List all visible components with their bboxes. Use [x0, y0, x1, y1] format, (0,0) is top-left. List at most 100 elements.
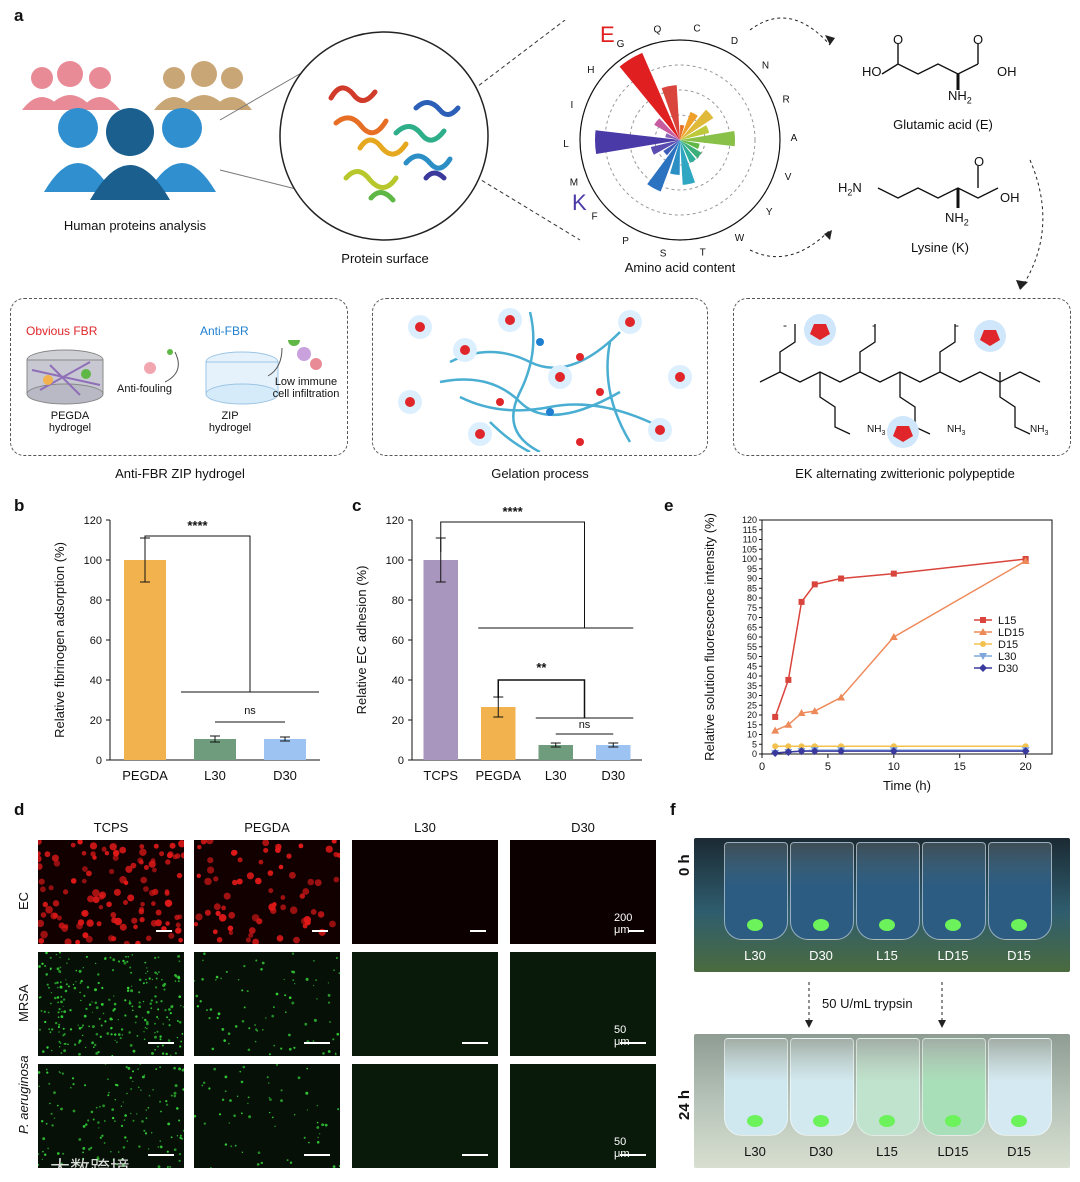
data-point-D30 — [837, 747, 846, 756]
panel-letter-c: c — [352, 496, 362, 515]
y-tick-label: 80 — [392, 595, 404, 607]
sig-bracket — [497, 679, 586, 718]
x-tick-label: TCPS — [423, 768, 458, 783]
y-tick-label: 75 — [747, 603, 757, 613]
vial-label: D30 — [809, 948, 833, 963]
micro-col-d30: D30 — [571, 820, 595, 835]
vial-label: D15 — [1007, 948, 1031, 963]
data-point-D30 — [1021, 747, 1030, 756]
chart-b-fibrinogen: 0 20 40 60 80 100 120 Relative fibrinogen adsor… — [52, 515, 320, 783]
gel-pellet — [747, 1115, 763, 1127]
y-tick-label: 60 — [392, 635, 404, 647]
data-point-L15 — [772, 713, 779, 720]
y-tick-label: 10 — [747, 730, 757, 740]
gel-pellet — [813, 1115, 829, 1127]
micrograph-mrsa-tcps — [38, 952, 184, 1056]
rose-petal — [663, 140, 680, 156]
protein-structure-image — [279, 31, 489, 241]
y-tick-label: 0 — [752, 749, 757, 759]
y-tick-label: 55 — [747, 642, 757, 652]
y-tick-label: 100 — [742, 554, 757, 564]
rose-letter: N — [762, 61, 769, 72]
nh3-1: NH3 — [867, 424, 886, 437]
bar — [264, 739, 306, 760]
rose-letter: W — [735, 233, 745, 244]
micrograph-mrsa-l30 — [352, 952, 498, 1056]
micro-col-pegda: PEGDA — [244, 820, 290, 835]
panel-letter-e: e — [664, 496, 674, 515]
sig-label: **** — [187, 518, 208, 533]
micrograph-paeruginosa-pegda — [194, 1064, 340, 1168]
nh3-2: NH3 — [947, 424, 966, 437]
people-icon — [22, 61, 252, 200]
t24-label: 24 h — [676, 1089, 693, 1120]
connector-lines — [219, 20, 581, 241]
lys-h2n: H2N — [838, 180, 862, 198]
rose-letter: P — [622, 236, 629, 247]
data-point-LD15 — [837, 693, 846, 701]
x-tick-label: D30 — [273, 768, 297, 783]
y-tick-label: 80 — [90, 595, 102, 607]
micro-row-paeruginosa: P. aeruginosa — [16, 1055, 31, 1134]
x-axis-label: Time (h) — [883, 778, 931, 793]
sig-label: **** — [503, 504, 524, 519]
y-tick-label: 60 — [747, 632, 757, 642]
x-tick-label: PEGDA — [122, 768, 168, 783]
micrograph-paeruginosa-l30 — [352, 1064, 498, 1168]
vial-d30-0h — [790, 842, 854, 940]
gel-pellet — [747, 919, 763, 931]
lysine-caption: Lysine (K) — [910, 240, 970, 255]
rose-petal — [647, 140, 680, 192]
rose-letter: V — [785, 172, 792, 183]
glu-o2: O — [973, 32, 984, 47]
legend-marker — [980, 617, 986, 623]
scale-bar — [462, 1042, 488, 1044]
x-tick-label: L30 — [204, 768, 226, 783]
vial-label: LD15 — [937, 948, 969, 963]
scale-bar — [620, 1042, 646, 1044]
legend-label: LD15 — [998, 627, 1024, 639]
y-tick-label: 120 — [386, 515, 404, 527]
rose-letter: A — [791, 133, 798, 144]
gel-pellet — [1011, 1115, 1027, 1127]
y-tick-label: 25 — [747, 700, 757, 710]
y-tick-label: 120 — [84, 515, 102, 527]
protein-surface-caption: Protein surface — [341, 251, 429, 266]
legend-marker — [979, 664, 987, 672]
data-point-LD15 — [889, 633, 898, 640]
sig-bracket — [440, 521, 585, 628]
trypsin-arrows — [805, 982, 946, 1028]
scale-bar — [148, 1154, 174, 1156]
y-axis-label: Relative solution fluorescence intensity… — [702, 513, 717, 761]
legend-marker — [980, 641, 986, 647]
scale-bar — [304, 1154, 330, 1156]
rose-letter: R — [782, 94, 789, 105]
y-tick-label: 40 — [392, 675, 404, 687]
y-tick-label: 80 — [747, 593, 757, 603]
y-tick-label: 105 — [742, 544, 757, 554]
y-tick-label: 70 — [747, 613, 757, 623]
pegda-hydrogel-label: PEGDA hydrogel — [48, 410, 92, 434]
y-tick-label: 50 — [747, 652, 757, 662]
scale-bar — [470, 930, 486, 932]
anti-fbr-label: Anti-FBR — [200, 324, 249, 338]
vial-d30-24h — [790, 1038, 854, 1136]
rose-letter: I — [571, 100, 574, 111]
minus-3: - — [955, 318, 959, 332]
bar — [423, 560, 458, 760]
data-point-D15 — [798, 743, 805, 750]
rose-petal — [650, 140, 680, 155]
bar — [194, 739, 236, 760]
vial-label: LD15 — [937, 1144, 969, 1159]
y-tick-label: 110 — [743, 535, 757, 545]
y-tick-label: 40 — [747, 671, 757, 681]
anti-fbr-box — [10, 298, 348, 456]
rose-outer-ring — [579, 39, 781, 241]
zip-hydrogel-label: ZIP hydrogel — [208, 410, 252, 434]
y-tick-label: 95 — [747, 564, 757, 574]
micrograph-mrsa-d30 — [510, 952, 656, 1056]
rose-petal — [680, 130, 735, 147]
rose-label-E: E — [600, 22, 615, 47]
data-point-LD15 — [1021, 556, 1030, 564]
lysine-structure — [877, 166, 999, 208]
